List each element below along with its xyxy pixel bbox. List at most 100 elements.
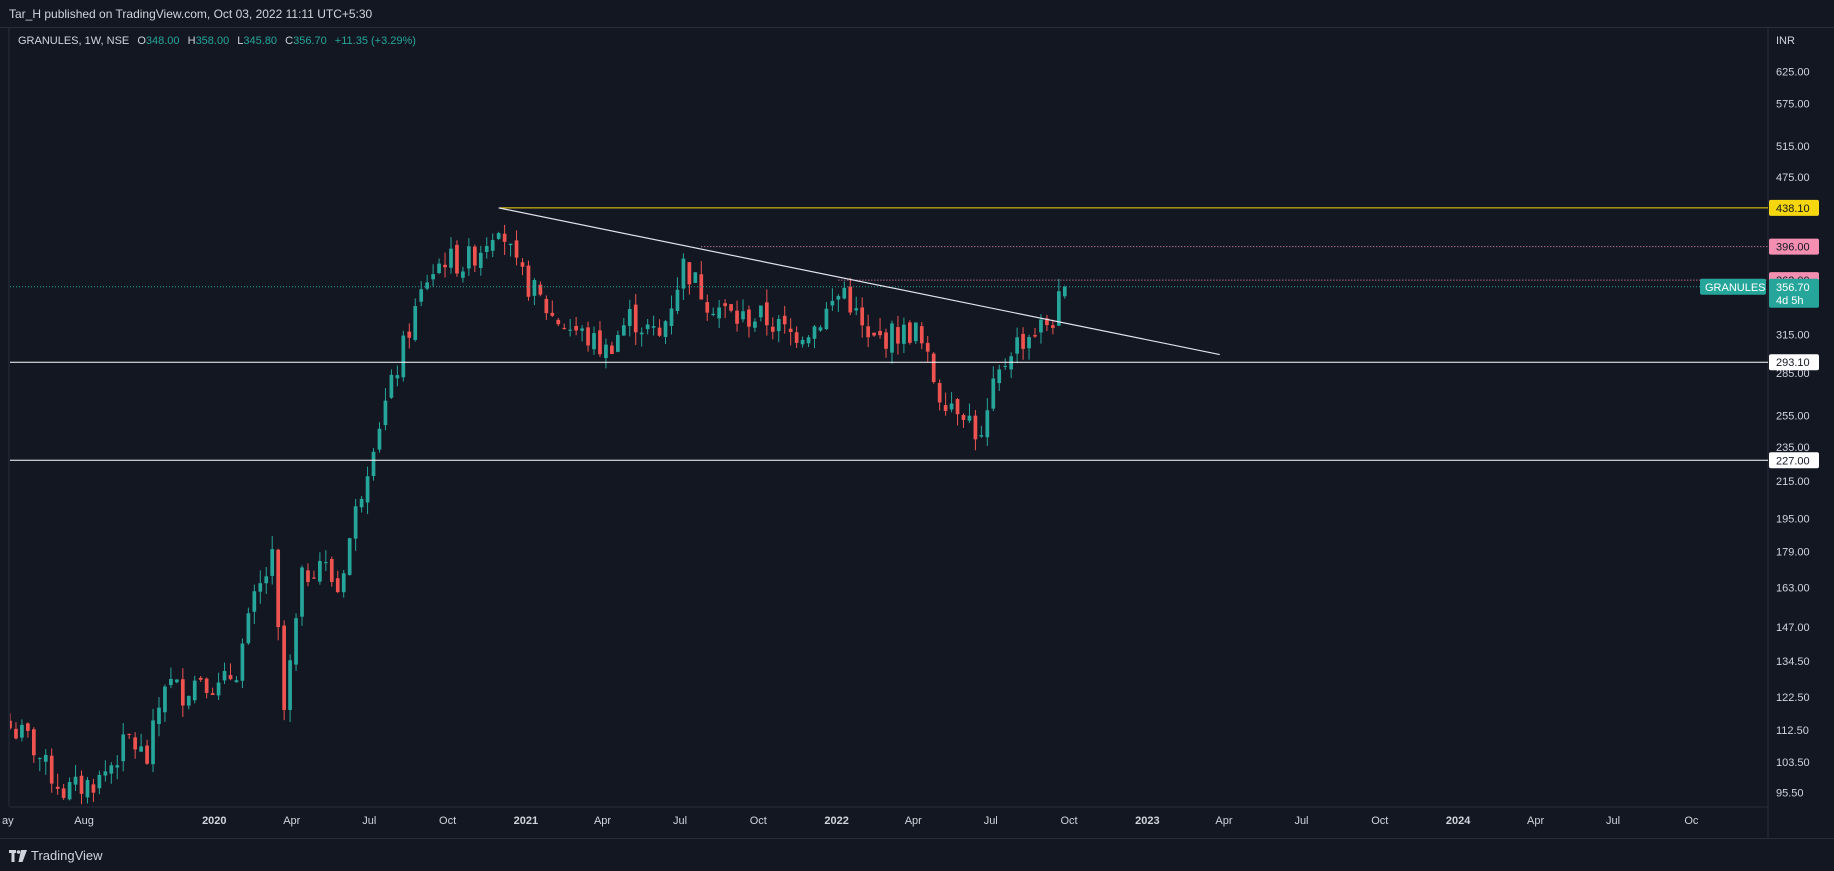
symbol-legend: GRANULES, 1W, NSE O348.00 H358.00 L345.8… [18,35,416,47]
candle-body [216,682,221,696]
candle-body [234,680,239,683]
tradingview-logo[interactable]: TradingView [9,848,103,863]
time-tick-label: 2023 [1135,815,1159,827]
candle-body [860,307,865,326]
price-badge-label: 396.00 [1776,242,1810,254]
candle [586,321,590,352]
candle [133,732,137,759]
candle-body [645,324,650,330]
candle-body [741,311,745,320]
time-tick-label: Apr [594,815,611,827]
candle-body [937,383,942,403]
candle [437,258,441,275]
candle-body [163,686,167,713]
price-tick-label: 475.00 [1776,172,1810,184]
time-tick-label: Oct [1371,815,1388,827]
candle-body [943,405,948,411]
candle [407,323,412,349]
time-axis[interactable]: ay Aug 2020 Apr Jul Oct 2021 Apr Jul Oct 2022 Apr Ju… [2,815,1699,827]
candle [461,266,465,283]
candle [300,565,304,626]
candle [121,723,126,772]
candle [1027,334,1031,360]
candle [800,336,805,348]
candle [556,317,561,327]
candle-body [282,625,286,710]
candle-body [1027,337,1031,349]
candle-body [26,723,30,731]
candle [449,237,453,274]
tradingview-logo-icon [9,849,27,862]
candlestick-chart[interactable]: INR 95.50 103.50 112.50 122.50 134.50 147.00 16… [0,28,1834,838]
trendline[interactable] [498,207,1220,356]
candle-body [687,262,692,285]
candle-body [1051,325,1055,328]
candle-body [431,274,435,280]
candle-body [198,677,203,680]
price-tick-label: 195.00 [1776,514,1810,526]
candle [723,299,727,319]
candle-body [91,784,96,793]
candle [169,667,173,689]
candle [830,288,835,311]
time-tick-label: Oct [750,815,767,827]
candle [913,322,918,344]
candle [1003,358,1008,370]
price-tick-label: 515.00 [1776,141,1810,153]
candle [860,297,865,338]
candle [776,315,781,343]
candle [574,317,578,336]
candle [371,448,376,481]
candle-body [264,576,269,584]
candle-body [383,400,388,426]
candle-body [20,724,24,738]
candle-body [395,375,400,379]
price-axis[interactable]: INR 95.50 103.50 112.50 122.50 134.50 147.00 16… [1769,35,1819,800]
candle [1009,352,1014,379]
candle-body [735,310,739,324]
candle-body [484,246,489,252]
candle-body [210,693,215,695]
price-badge-396-00: 396.00 [1769,238,1819,255]
candle-body [896,327,900,344]
candle-body [1056,291,1061,326]
candle [610,341,614,355]
candle [97,770,102,795]
candle-body [276,549,281,628]
price-badge-bg [1769,354,1819,371]
candle [925,335,930,363]
candle-body [961,414,966,420]
price-tick-label: 134.50 [1776,656,1810,668]
candle [568,318,573,337]
candle [764,289,769,336]
candle-body [538,284,543,295]
candle [1062,285,1067,299]
candle [598,321,602,357]
candle [645,318,650,335]
candle [836,294,841,313]
candle [705,294,710,321]
candle-body [407,331,412,338]
candle-body [830,300,835,306]
candle-body [246,613,251,644]
candle [216,672,221,700]
candle [562,323,567,330]
candle [908,320,912,345]
candle-body [73,776,78,785]
candle-body [532,280,537,296]
candle [848,277,853,316]
candle-body [699,274,704,300]
candle [103,760,108,782]
candle [1056,278,1061,327]
candle [455,240,459,277]
candle-body [949,403,954,410]
candle-body [157,707,161,725]
candle [741,299,745,323]
candle [395,365,400,387]
candle-body [490,240,495,251]
candle-body [753,321,757,328]
chart-area[interactable]: INR 95.50 103.50 112.50 122.50 134.50 147.00 16… [0,28,1834,838]
candle [890,320,894,364]
candle [532,278,537,306]
